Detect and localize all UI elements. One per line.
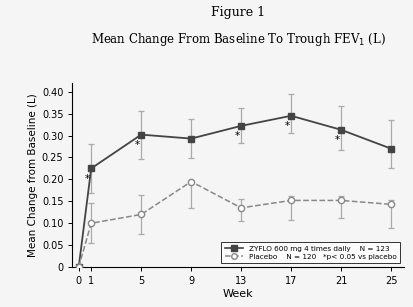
Text: *: * [135, 140, 140, 150]
X-axis label: Week: Week [222, 289, 253, 299]
Y-axis label: Mean Change from Baseline (L): Mean Change from Baseline (L) [28, 93, 38, 257]
Legend: ZYFLO 600 mg 4 times daily    N = 123, Placebo    N = 120   *p< 0.05 vs placebo: ZYFLO 600 mg 4 times daily N = 123, Plac… [221, 242, 399, 263]
Text: *: * [284, 121, 289, 131]
Text: *: * [85, 174, 90, 184]
Text: *: * [234, 131, 240, 141]
Text: *: * [334, 135, 339, 145]
Text: Figure 1: Figure 1 [211, 6, 264, 19]
Text: Mean Change From Baseline To Trough FEV$_1$ (L): Mean Change From Baseline To Trough FEV$… [90, 31, 385, 48]
